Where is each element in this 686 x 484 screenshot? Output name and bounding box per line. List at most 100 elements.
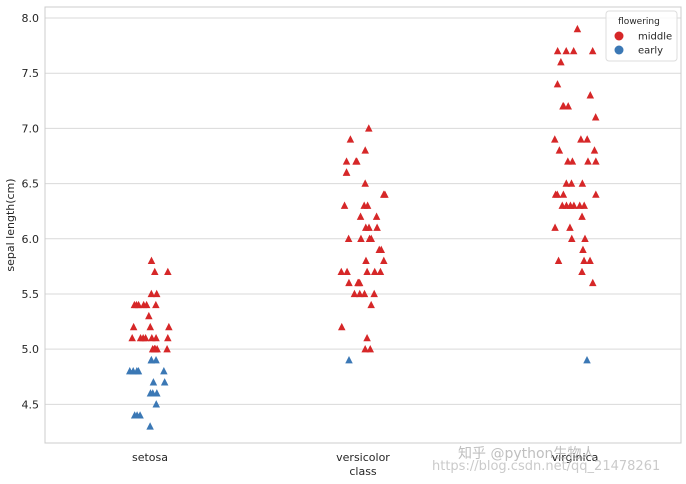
legend: flowering middle early: [605, 10, 678, 62]
y-tick-labels: 4.5 5.0 5.5 6.0 6.5 7.0 7.5 8.0: [22, 12, 40, 411]
point-early-setosa: [147, 356, 156, 364]
point-middle-versicolor: [342, 168, 351, 176]
point-early-setosa: [133, 367, 141, 375]
point-middle-virginica: [555, 146, 564, 154]
point-middle-versicolor: [376, 267, 385, 276]
point-middle-versicolor: [367, 300, 375, 309]
y-tick-label: 5.5: [22, 288, 40, 301]
point-middle-setosa: [165, 322, 173, 331]
point-middle-virginica: [592, 190, 600, 198]
y-tick-label: 8.0: [22, 12, 40, 25]
point-early-versicolor: [345, 356, 353, 364]
point-middle-versicolor: [370, 267, 379, 276]
point-middle-versicolor: [337, 267, 346, 276]
point-early-setosa: [149, 378, 158, 386]
point-middle-virginica: [580, 201, 588, 209]
point-middle-versicolor: [370, 289, 378, 298]
watermark: 知乎 @python生物人 https://blog.csdn.net/qq_2…: [432, 445, 660, 474]
point-middle-virginica: [584, 157, 592, 165]
legend-marker-early: [614, 45, 624, 55]
point-middle-versicolor: [360, 289, 369, 298]
point-early-setosa: [146, 422, 154, 430]
point-middle-virginica: [578, 212, 586, 220]
legend-title: flowering: [618, 17, 660, 27]
x-tick-label-versicolor: versicolor: [336, 451, 390, 464]
y-axis-label: sepal length(cm): [4, 178, 17, 271]
x-tick-labels: setosa versicolor virginica: [132, 451, 598, 464]
point-middle-versicolor: [356, 212, 365, 220]
y-tick-label: 4.5: [22, 398, 40, 411]
point-middle-versicolor: [355, 278, 364, 287]
point-middle-virginica: [558, 201, 567, 209]
point-middle-virginica: [580, 256, 588, 265]
point-middle-versicolor: [381, 190, 389, 198]
point-middle-virginica: [551, 135, 559, 143]
point-middle-versicolor: [357, 234, 365, 242]
point-middle-versicolor: [344, 234, 353, 242]
point-middle-versicolor: [363, 267, 371, 276]
point-middle-virginica: [588, 46, 597, 55]
point-middle-setosa: [147, 256, 156, 265]
point-middle-virginica: [573, 24, 582, 33]
point-middle-setosa: [147, 289, 156, 298]
point-middle-setosa: [146, 322, 155, 331]
point-middle-virginica: [566, 223, 574, 231]
point-early-setosa: [126, 367, 134, 375]
point-middle-versicolor: [375, 245, 384, 253]
point-middle-virginica: [562, 179, 571, 187]
point-middle-virginica: [559, 190, 568, 198]
point-middle-virginica: [562, 46, 570, 55]
point-middle-versicolor: [338, 322, 346, 331]
y-tick-label: 6.0: [22, 233, 40, 246]
point-middle-virginica: [586, 91, 595, 99]
point-middle-setosa: [164, 267, 172, 276]
point-middle-versicolor: [355, 289, 364, 298]
y-tick-label: 6.5: [22, 178, 40, 191]
point-middle-virginica: [553, 190, 562, 198]
point-middle-virginica: [592, 157, 600, 165]
point-middle-virginica: [568, 234, 576, 242]
point-middle-versicolor: [342, 157, 351, 165]
point-middle-versicolor: [365, 223, 373, 231]
x-tick-label-setosa: setosa: [132, 451, 168, 464]
plot-frame: [44, 6, 682, 444]
y-tick-label: 5.0: [22, 343, 40, 356]
y-tick-label: 7.5: [22, 67, 40, 80]
point-middle-versicolor: [363, 333, 371, 342]
point-middle-setosa: [128, 333, 136, 342]
point-middle-setosa: [164, 333, 172, 342]
grid-lines: [45, 17, 681, 405]
point-middle-virginica: [589, 278, 597, 287]
point-middle-virginica: [581, 234, 589, 242]
point-middle-versicolor: [367, 234, 376, 242]
point-middle-virginica: [553, 46, 562, 55]
point-middle-virginica: [578, 267, 586, 276]
point-early-setosa: [152, 400, 160, 408]
point-middle-setosa: [152, 300, 160, 309]
point-middle-setosa: [129, 322, 138, 331]
point-middle-setosa: [148, 333, 156, 342]
point-middle-setosa: [163, 344, 171, 353]
point-middle-versicolor: [372, 212, 381, 220]
point-middle-virginica: [577, 135, 585, 143]
watermark-url: https://blog.csdn.net/qq_21478261: [432, 459, 660, 474]
point-middle-virginica: [557, 57, 565, 66]
point-middle-setosa: [148, 344, 157, 353]
point-early-setosa: [133, 411, 141, 419]
point-middle-virginica: [553, 80, 562, 88]
point-middle-virginica: [569, 46, 578, 55]
point-middle-versicolor: [380, 256, 388, 265]
point-middle-setosa: [130, 300, 139, 309]
point-middle-versicolor: [363, 201, 372, 209]
point-middle-versicolor: [362, 256, 370, 265]
point-middle-virginica: [551, 223, 559, 231]
data-points: [126, 24, 600, 430]
point-early-setosa: [149, 389, 157, 397]
point-middle-virginica: [566, 201, 575, 209]
point-middle-virginica: [590, 146, 599, 154]
point-middle-virginica: [564, 102, 572, 110]
point-middle-virginica: [568, 157, 577, 165]
legend-label-middle: middle: [638, 32, 672, 43]
point-middle-virginica: [586, 256, 594, 265]
point-middle-virginica: [583, 135, 591, 143]
